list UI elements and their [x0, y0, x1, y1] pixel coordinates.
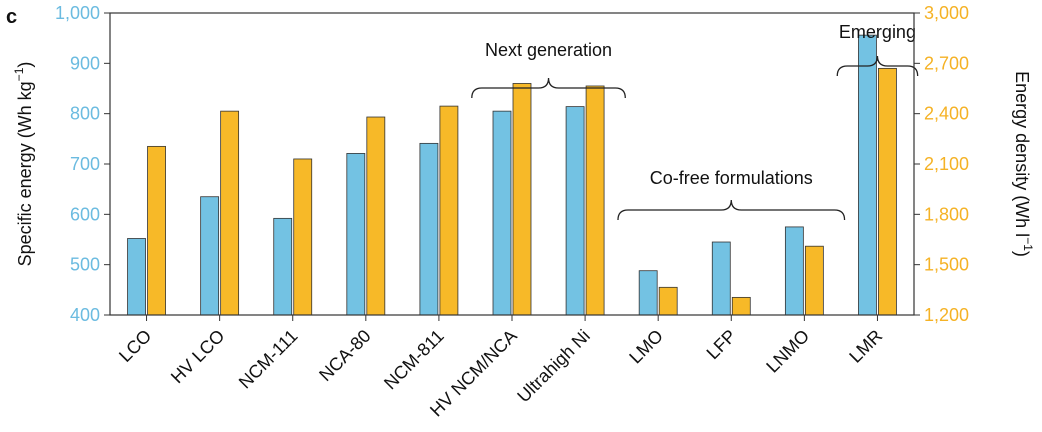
- right-tick-label: 1,200: [924, 305, 969, 325]
- annotation-brace: [471, 77, 626, 99]
- right-tick-label: 2,700: [924, 53, 969, 73]
- left-tick-label: 900: [70, 53, 100, 73]
- bar-energy-density: [731, 296, 751, 316]
- category-label: HV LCO: [167, 326, 229, 388]
- right-tick-label: 3,000: [924, 3, 969, 23]
- annotation-brace: [836, 55, 919, 77]
- bar-energy-density: [512, 83, 532, 316]
- category-label: NCM-111: [235, 326, 302, 393]
- right-tick-label: 2,400: [924, 104, 969, 124]
- bar-specific-energy: [200, 196, 220, 316]
- category-label: NCM-811: [380, 326, 448, 394]
- bar-energy-density: [804, 245, 824, 316]
- bar-energy-density: [220, 110, 240, 316]
- bar-energy-density: [585, 85, 605, 316]
- annotation-label: Co-free formulations: [650, 168, 813, 188]
- annotation-brace: [617, 199, 846, 221]
- panel-label: c: [6, 6, 17, 28]
- bar-specific-energy: [784, 226, 804, 316]
- right-tick-label: 2,100: [924, 154, 969, 174]
- bar-specific-energy: [419, 142, 439, 316]
- annotation-label: Emerging: [839, 22, 916, 42]
- annotations: Next generation Co-free formulations Emerg…: [471, 22, 919, 221]
- category-label: LCO: [115, 326, 155, 366]
- left-tick-label: 700: [70, 154, 100, 174]
- bar-specific-energy: [711, 241, 731, 316]
- category-label: LFP: [703, 326, 740, 363]
- right-y-axis: 1,200 1,500 1,800 2,100 2,400 2,700 3,000: [914, 3, 969, 325]
- category-label: LMR: [845, 326, 886, 367]
- annotation-label: Next generation: [485, 40, 612, 60]
- right-axis-title: Energy density (Wh l−1): [1012, 71, 1035, 257]
- bar-specific-energy: [492, 110, 512, 316]
- bar-specific-energy: [273, 217, 293, 316]
- category-label: NCA-80: [315, 326, 374, 385]
- bar-energy-density: [439, 105, 459, 316]
- left-y-axis: 400 500 600 700 800 900 1,000: [55, 3, 110, 325]
- left-tick-label: 800: [70, 104, 100, 124]
- bar-specific-energy: [565, 106, 585, 316]
- bar-specific-energy: [858, 34, 877, 316]
- bar-energy-density: [366, 116, 386, 316]
- bar-energy-density: [658, 286, 678, 316]
- right-tick-label: 1,800: [924, 204, 969, 224]
- bar-specific-energy: [638, 270, 658, 316]
- left-tick-label: 600: [70, 204, 100, 224]
- bar-energy-density: [293, 158, 313, 316]
- category-label: LNMO: [762, 326, 813, 377]
- left-tick-label: 1,000: [55, 3, 100, 23]
- category-label: Ultrahigh Ni: [513, 326, 594, 407]
- left-tick-label: 400: [70, 305, 100, 325]
- left-tick-label: 500: [70, 255, 100, 275]
- category-label: LMO: [625, 326, 667, 368]
- bar-specific-energy: [346, 153, 366, 316]
- right-tick-label: 1,500: [924, 255, 969, 275]
- left-axis-title: Specific energy (Wh kg−1): [12, 62, 35, 267]
- bar-energy-density: [147, 145, 166, 316]
- bar-specific-energy: [127, 238, 146, 316]
- plot-frame: [109, 12, 915, 316]
- bar-energy-density: [878, 67, 897, 316]
